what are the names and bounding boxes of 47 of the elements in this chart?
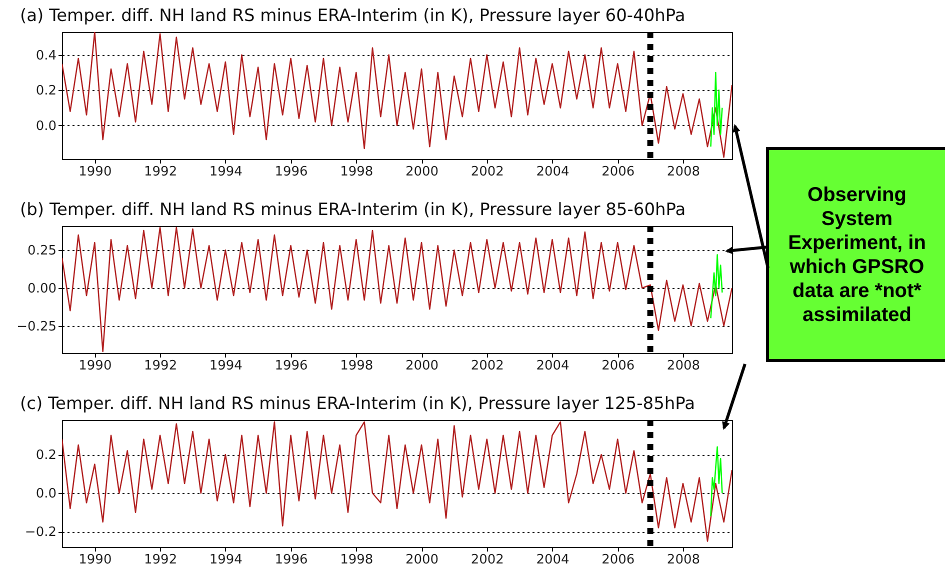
x-tick-label: 1996	[274, 552, 308, 564]
x-tick-label: 1990	[78, 164, 112, 180]
x-tick-label: 1994	[209, 164, 242, 180]
y-tick-label: 0.25	[28, 244, 56, 259]
y-tick-label: 0.0	[36, 486, 56, 502]
x-tick-label: 2000	[405, 358, 439, 374]
x-tick-label: 2006	[602, 358, 635, 374]
y-tick-label: 0.0	[36, 118, 56, 134]
text: Observing System Experiment, in which GPSRO data are *not* assimilated	[766, 147, 945, 362]
x-tick-label: 2004	[536, 164, 570, 180]
chart-title: (a) Temper. diff. NH land RS minus ERA-Interim (in K), Pressure layer 60-40hPa	[20, 6, 686, 26]
x-tick-label: 1990	[78, 358, 112, 374]
y-tick-label: −0.2	[24, 525, 56, 540]
x-tick-label: 1992	[144, 358, 178, 374]
y-tick-label: 0.00	[28, 281, 56, 296]
x-tick-label: 1994	[209, 552, 242, 564]
x-tick-label: 1992	[144, 164, 178, 180]
x-tick-label: 2000	[405, 164, 439, 180]
line-series	[710, 72, 723, 148]
x-tick-label: 1998	[340, 358, 374, 374]
y-tick-label: −0.25	[16, 319, 56, 334]
chart-title: (c) Temper. diff. NH land RS minus ERA-Interim (in K), Pressure layer 125-85hPa	[20, 394, 696, 414]
y-tick-label: 0.2	[36, 448, 56, 464]
x-tick-label: 2006	[602, 164, 635, 180]
line-series	[710, 446, 723, 517]
x-tick-label: 1994	[209, 358, 242, 374]
x-tick-label: 1998	[340, 164, 374, 180]
x-tick-label: 1996	[274, 358, 308, 374]
x-tick-label: 2008	[666, 552, 700, 564]
y-tick-label: 0.2	[36, 84, 56, 99]
line-series	[62, 421, 732, 542]
x-tick-label: 2008	[666, 164, 700, 180]
x-tick-label: 1998	[340, 552, 374, 564]
x-tick-label: 2008	[666, 358, 700, 374]
y-tick-label: 0.4	[36, 48, 56, 64]
x-tick-label: 2006	[602, 552, 635, 564]
x-tick-label: 2002	[470, 552, 504, 564]
x-tick-label: 2000	[405, 552, 439, 564]
chart-title: (b) Temper. diff. NH land RS minus ERA-Interim (in K), Pressure layer 85-60hPa	[20, 200, 686, 220]
x-tick-label: 1990	[78, 552, 112, 564]
x-tick-label: 2002	[470, 358, 504, 374]
x-tick-label: 1996	[274, 164, 308, 180]
x-tick-label: 2004	[536, 358, 570, 374]
x-tick-label: 2002	[470, 164, 504, 180]
x-tick-label: 1992	[144, 552, 178, 564]
line-series	[710, 254, 723, 319]
x-tick-label: 2004	[536, 552, 570, 564]
